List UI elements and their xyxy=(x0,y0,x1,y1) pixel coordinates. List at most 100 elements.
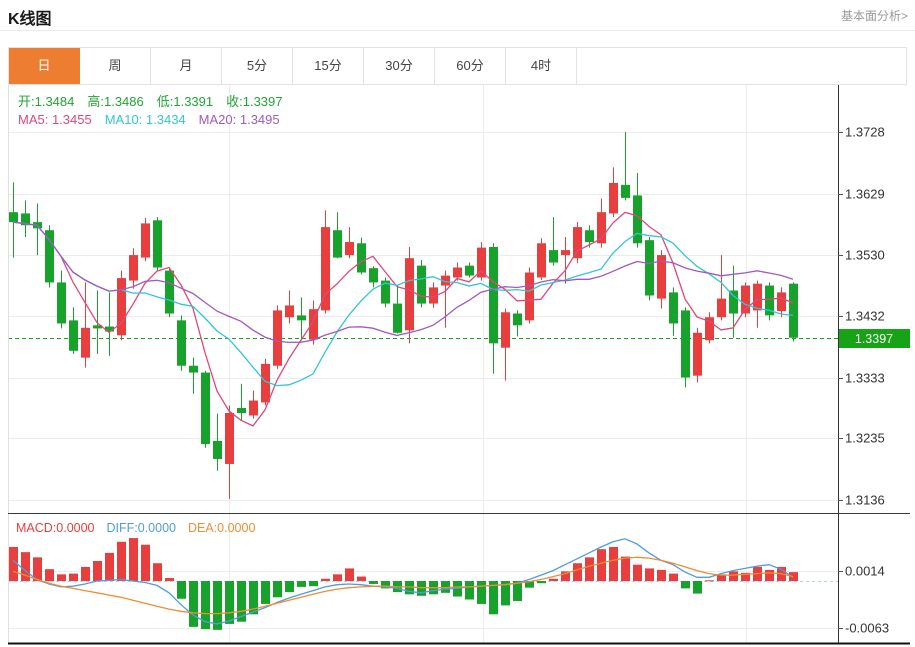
candle-body xyxy=(321,227,330,311)
tab-4hour[interactable]: 4时 xyxy=(506,48,577,84)
legend-item-high: 高:1.3486 xyxy=(87,94,144,109)
legend-item-diff: DIFF:0.0000 xyxy=(106,521,176,535)
macd-bar xyxy=(525,581,534,588)
legend-item-ma5: MA5: 1.3455 xyxy=(18,112,92,127)
macd-bar xyxy=(237,581,246,622)
candle-body xyxy=(561,250,570,256)
candle-body xyxy=(201,372,210,445)
candle-body xyxy=(693,332,702,376)
macd-bar xyxy=(633,564,642,581)
macd-bar xyxy=(345,568,354,581)
candle-body xyxy=(513,313,522,326)
candle-body xyxy=(417,265,426,304)
page-title: K线图 xyxy=(8,11,52,28)
candle-body xyxy=(777,292,786,312)
ma10-line xyxy=(12,221,794,387)
candle-body xyxy=(597,212,606,244)
macd-bar xyxy=(141,544,150,581)
macd-bar xyxy=(789,572,798,581)
macd-bar xyxy=(417,581,426,596)
tab-15min[interactable]: 15分 xyxy=(293,48,364,84)
macd-bar xyxy=(249,581,258,615)
macd-bar xyxy=(357,576,366,581)
macd-bar xyxy=(177,581,186,599)
price-tick-label: 1.3728 xyxy=(845,125,885,140)
candle-body xyxy=(189,365,198,373)
candle-body xyxy=(741,285,750,314)
candle-body xyxy=(81,327,90,358)
candle-body xyxy=(789,283,798,338)
candle-body xyxy=(537,243,546,278)
price-tick-label: 1.3235 xyxy=(845,431,885,446)
candle-body xyxy=(453,267,462,278)
macd-bar xyxy=(405,581,414,595)
macd-bar xyxy=(657,569,666,581)
candle-body xyxy=(705,317,714,341)
price-tick-label: 1.3136 xyxy=(845,493,885,508)
macd-bar xyxy=(33,557,42,581)
macd-bar xyxy=(597,549,606,581)
candle-body xyxy=(165,270,174,314)
macd-bar xyxy=(585,557,594,581)
ma20-line xyxy=(12,221,794,344)
tab-30min[interactable]: 30分 xyxy=(364,48,435,84)
candle-body xyxy=(681,310,690,378)
candle-body xyxy=(369,268,378,283)
macd-bar xyxy=(297,581,306,587)
tab-day[interactable]: 日 xyxy=(9,48,80,84)
tab-week[interactable]: 周 xyxy=(80,48,151,84)
tab-60min[interactable]: 60分 xyxy=(435,48,506,84)
candle-body xyxy=(141,223,150,258)
dea-line xyxy=(12,556,794,615)
macd-bar xyxy=(669,573,678,581)
candle-body xyxy=(57,282,66,324)
macd-bar xyxy=(561,571,570,581)
macd-bar xyxy=(9,546,18,581)
legend-item-low: 低:1.3391 xyxy=(156,94,214,109)
macd-bar xyxy=(225,581,234,624)
candle-body xyxy=(645,240,654,296)
candle-body xyxy=(657,255,666,299)
legend-item-ma20: MA20: 1.3495 xyxy=(198,112,280,127)
macd-bar xyxy=(609,546,618,581)
tab-5min[interactable]: 5分 xyxy=(222,48,293,84)
macd-bar xyxy=(465,581,474,600)
candle-body xyxy=(573,227,582,259)
candle-body xyxy=(465,265,474,276)
candle-body xyxy=(261,363,270,403)
candle-body xyxy=(45,230,54,283)
macd-bar xyxy=(69,573,78,581)
legend-item-ma10: MA10: 1.3434 xyxy=(104,112,186,127)
macd-bar xyxy=(57,574,66,581)
candle-body xyxy=(129,255,138,281)
macd-bar xyxy=(81,566,90,581)
macd-bar xyxy=(537,581,546,584)
macd-bar xyxy=(189,581,198,627)
tab-month[interactable]: 月 xyxy=(151,48,222,84)
macd-legend: MACD:0.0000 DIFF:0.0000 DEA:0.0000 xyxy=(16,519,267,537)
candle-body xyxy=(333,230,342,258)
macd-bar xyxy=(489,581,498,615)
macd-bar xyxy=(333,574,342,581)
last-price-badge-label: 1.3397 xyxy=(855,332,893,346)
macd-bar xyxy=(21,552,30,581)
price-tick-label: 1.3629 xyxy=(845,187,885,202)
macd-bar xyxy=(765,569,774,581)
tabs-filler xyxy=(577,48,906,84)
macd-bar xyxy=(45,569,54,581)
macd-bar xyxy=(117,541,126,581)
candle-body xyxy=(297,315,306,321)
candle-body xyxy=(21,213,30,226)
candle-body xyxy=(225,412,234,464)
header-divider xyxy=(0,30,915,31)
legend-item-close: 收:1.3397 xyxy=(226,94,283,109)
candle-body xyxy=(525,272,534,321)
fundamental-analysis-link[interactable]: 基本面分析> xyxy=(840,9,908,23)
period-tabs: 日周月 5分 15分 30分 60分 4时 xyxy=(8,47,907,85)
candle-body xyxy=(9,212,18,223)
macd-bar xyxy=(261,581,270,604)
macd-bar xyxy=(729,571,738,581)
candle-body xyxy=(381,280,390,304)
macd-bar xyxy=(501,581,510,606)
